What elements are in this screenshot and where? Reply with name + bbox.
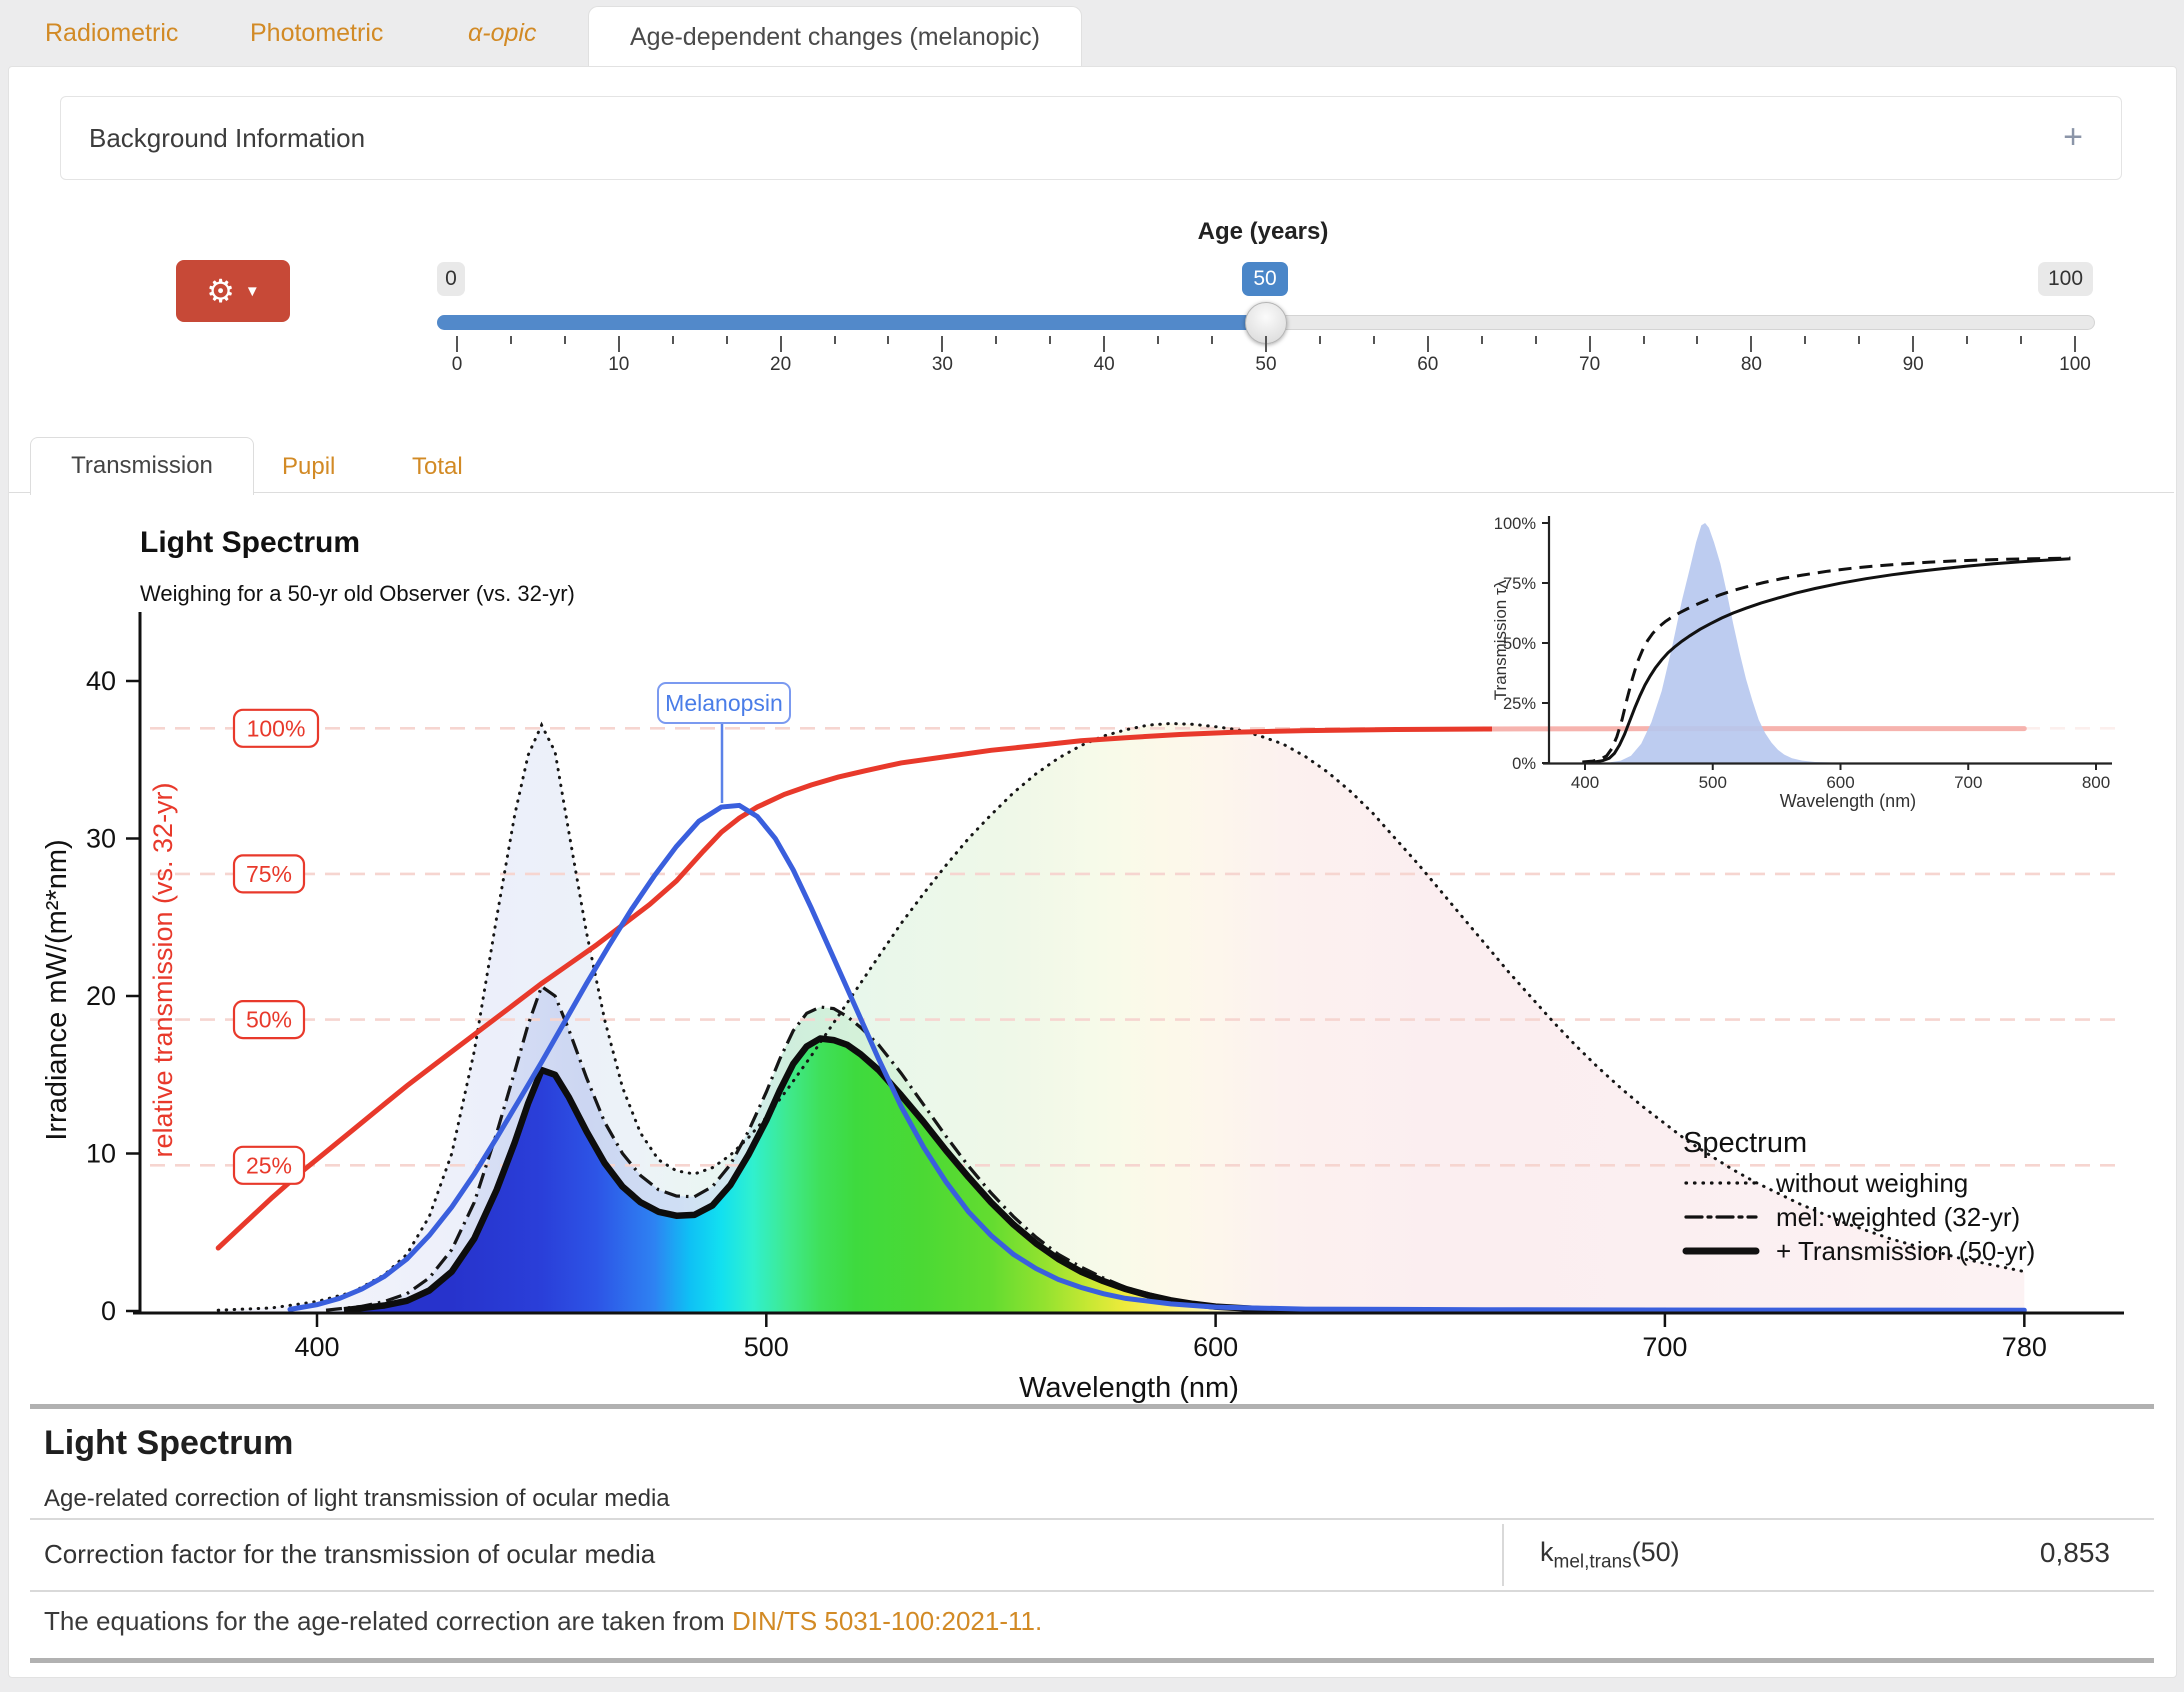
chart-legend: without weighing mel. weighted (32-yr) + T…	[1682, 1168, 2035, 1266]
age-slider-tick-label: 70	[1579, 354, 1601, 375]
k-subscript: mel,trans	[1553, 1551, 1632, 1573]
svg-text:25%: 25%	[246, 1152, 292, 1178]
pct-badges: 100% 75% 50% 25%	[232, 708, 320, 1185]
svg-text:400: 400	[1571, 773, 1599, 792]
footer-text: The equations for the age-related correc…	[44, 1606, 732, 1636]
gear-icon: ⚙	[206, 273, 235, 309]
chart-title: Light Spectrum	[140, 526, 360, 559]
tab-age-dependent-box: Age-dependent changes (melanopic)	[588, 6, 1082, 68]
background-information-panel[interactable]: Background Information +	[60, 96, 2122, 180]
age-slider-max-badge: 100	[2038, 262, 2093, 296]
background-information-title: Background Information	[89, 123, 366, 153]
k-base: k	[1540, 1537, 1554, 1567]
svg-text:700: 700	[1642, 1332, 1687, 1362]
melanopsin-annotation: Melanopsin	[657, 682, 791, 803]
svg-text:500: 500	[1699, 773, 1727, 792]
svg-text:100%: 100%	[1494, 515, 1537, 533]
x-axis-title: Wavelength (nm)	[1019, 1372, 1239, 1404]
svg-text:40: 40	[86, 666, 116, 696]
info-heading: Light Spectrum	[44, 1424, 294, 1462]
row-divider	[30, 1590, 2154, 1592]
svg-text:mel. weighted (32-yr): mel. weighted (32-yr)	[1776, 1202, 2020, 1232]
y2-axis-title: relative transmission (vs. 32-yr)	[148, 782, 178, 1157]
cell-divider	[1502, 1524, 1504, 1586]
info-subheading: Age-related correction of light transmis…	[44, 1485, 670, 1512]
svg-text:+ Transmission (50-yr): + Transmission (50-yr)	[1776, 1236, 2035, 1266]
svg-text:0: 0	[101, 1296, 116, 1326]
age-slider-tick-label: 60	[1417, 354, 1439, 375]
svg-text:0%: 0%	[1512, 755, 1536, 773]
subtab-total[interactable]: Total	[412, 453, 463, 480]
svg-text:800: 800	[2082, 773, 2110, 792]
k-argument: (50)	[1631, 1537, 1680, 1567]
k-symbol: kmel,trans(50)	[1540, 1537, 1680, 1573]
age-slider-tick-label: 40	[1093, 354, 1115, 375]
legend-title: Spectrum	[1683, 1127, 1807, 1159]
row-divider	[30, 1518, 2154, 1520]
age-slider-tick-label: 80	[1740, 354, 1762, 375]
svg-text:without weighing: without weighing	[1775, 1168, 1968, 1198]
tab-radiometric[interactable]: Radiometric	[45, 19, 179, 47]
age-slider-fill	[437, 315, 1266, 330]
svg-text:30: 30	[86, 824, 116, 854]
spectrum-curves	[215, 721, 2027, 1315]
chart-axes: 0 10 20 30 40 400 500 600 700 780	[86, 612, 2124, 1362]
svg-text:50%: 50%	[246, 1007, 292, 1033]
age-slider-tick-label: 100	[2059, 354, 2091, 375]
svg-text:400: 400	[294, 1332, 339, 1362]
settings-dropdown-button[interactable]: ⚙ ▼	[176, 260, 290, 322]
svg-text:700: 700	[1954, 773, 1982, 792]
svg-text:20: 20	[86, 981, 116, 1011]
spectrum-solid-area	[344, 1038, 1396, 1312]
svg-text:780: 780	[2002, 1332, 2047, 1362]
footer-note: The equations for the age-related correc…	[44, 1606, 1042, 1637]
inset-x-axis-title: Wavelength (nm)	[1780, 791, 1916, 811]
age-slider-tick-label: 20	[770, 354, 792, 375]
section-divider	[30, 1404, 2154, 1409]
age-slider-tick-label: 50	[1255, 354, 1277, 375]
svg-text:25%: 25%	[1503, 695, 1536, 713]
plus-icon[interactable]: +	[2063, 118, 2083, 156]
svg-text:75%: 75%	[1503, 575, 1536, 593]
subtab-divider	[9, 492, 2174, 493]
din-standard-link[interactable]: DIN/TS 5031-100:2021-11.	[731, 1606, 1043, 1636]
svg-text:100%: 100%	[247, 715, 306, 741]
section-divider	[30, 1658, 2154, 1663]
age-slider-tick-label: 90	[1902, 354, 1924, 375]
svg-text:10: 10	[86, 1139, 116, 1169]
svg-text:75%: 75%	[246, 861, 292, 887]
correction-factor-label: Correction factor for the transmission o…	[44, 1539, 656, 1569]
age-slider-tick-label: 30	[931, 354, 953, 375]
age-slider-value-badge: 50	[1242, 262, 1288, 296]
age-slider-label: Age (years)	[1197, 218, 1329, 245]
age-slider-min-badge: 0	[437, 262, 465, 296]
correction-factor-value: 0,853	[2039, 1537, 2110, 1568]
chart-subtitle: Weighing for a 50-yr old Observer (vs. 3…	[140, 581, 575, 606]
svg-text:600: 600	[1193, 1332, 1238, 1362]
tab-alpha-opic[interactable]: α-opic	[468, 19, 537, 47]
svg-text:600: 600	[1826, 773, 1854, 792]
subtab-transmission[interactable]: Transmission	[30, 437, 254, 495]
svg-text:50%: 50%	[1503, 635, 1536, 653]
age-slider-tick-label: 10	[608, 354, 630, 375]
tab-photometric[interactable]: Photometric	[250, 19, 384, 47]
transmission-inset-chart: 0% 25% 50% 75% 100% 400 500 600 700 800	[1492, 502, 2152, 814]
inset-y-axis-title: Transmission τλ	[1491, 579, 1510, 700]
tab-age-dependent[interactable]: Age-dependent changes (melanopic)	[630, 23, 1040, 51]
caret-down-icon: ▼	[244, 282, 260, 300]
subtab-pupil[interactable]: Pupil	[282, 453, 336, 480]
light-spectrum-chart: Melanopsin 100%75%50%25% 0%25%50%75%100%…	[41, 502, 2152, 1404]
y-axis-title: Irradiance mW/(m²*nm)	[41, 839, 73, 1140]
age-slider-tick-label: 0	[451, 354, 463, 375]
melanopsin-label: Melanopsin	[665, 690, 783, 716]
svg-text:500: 500	[744, 1332, 789, 1362]
